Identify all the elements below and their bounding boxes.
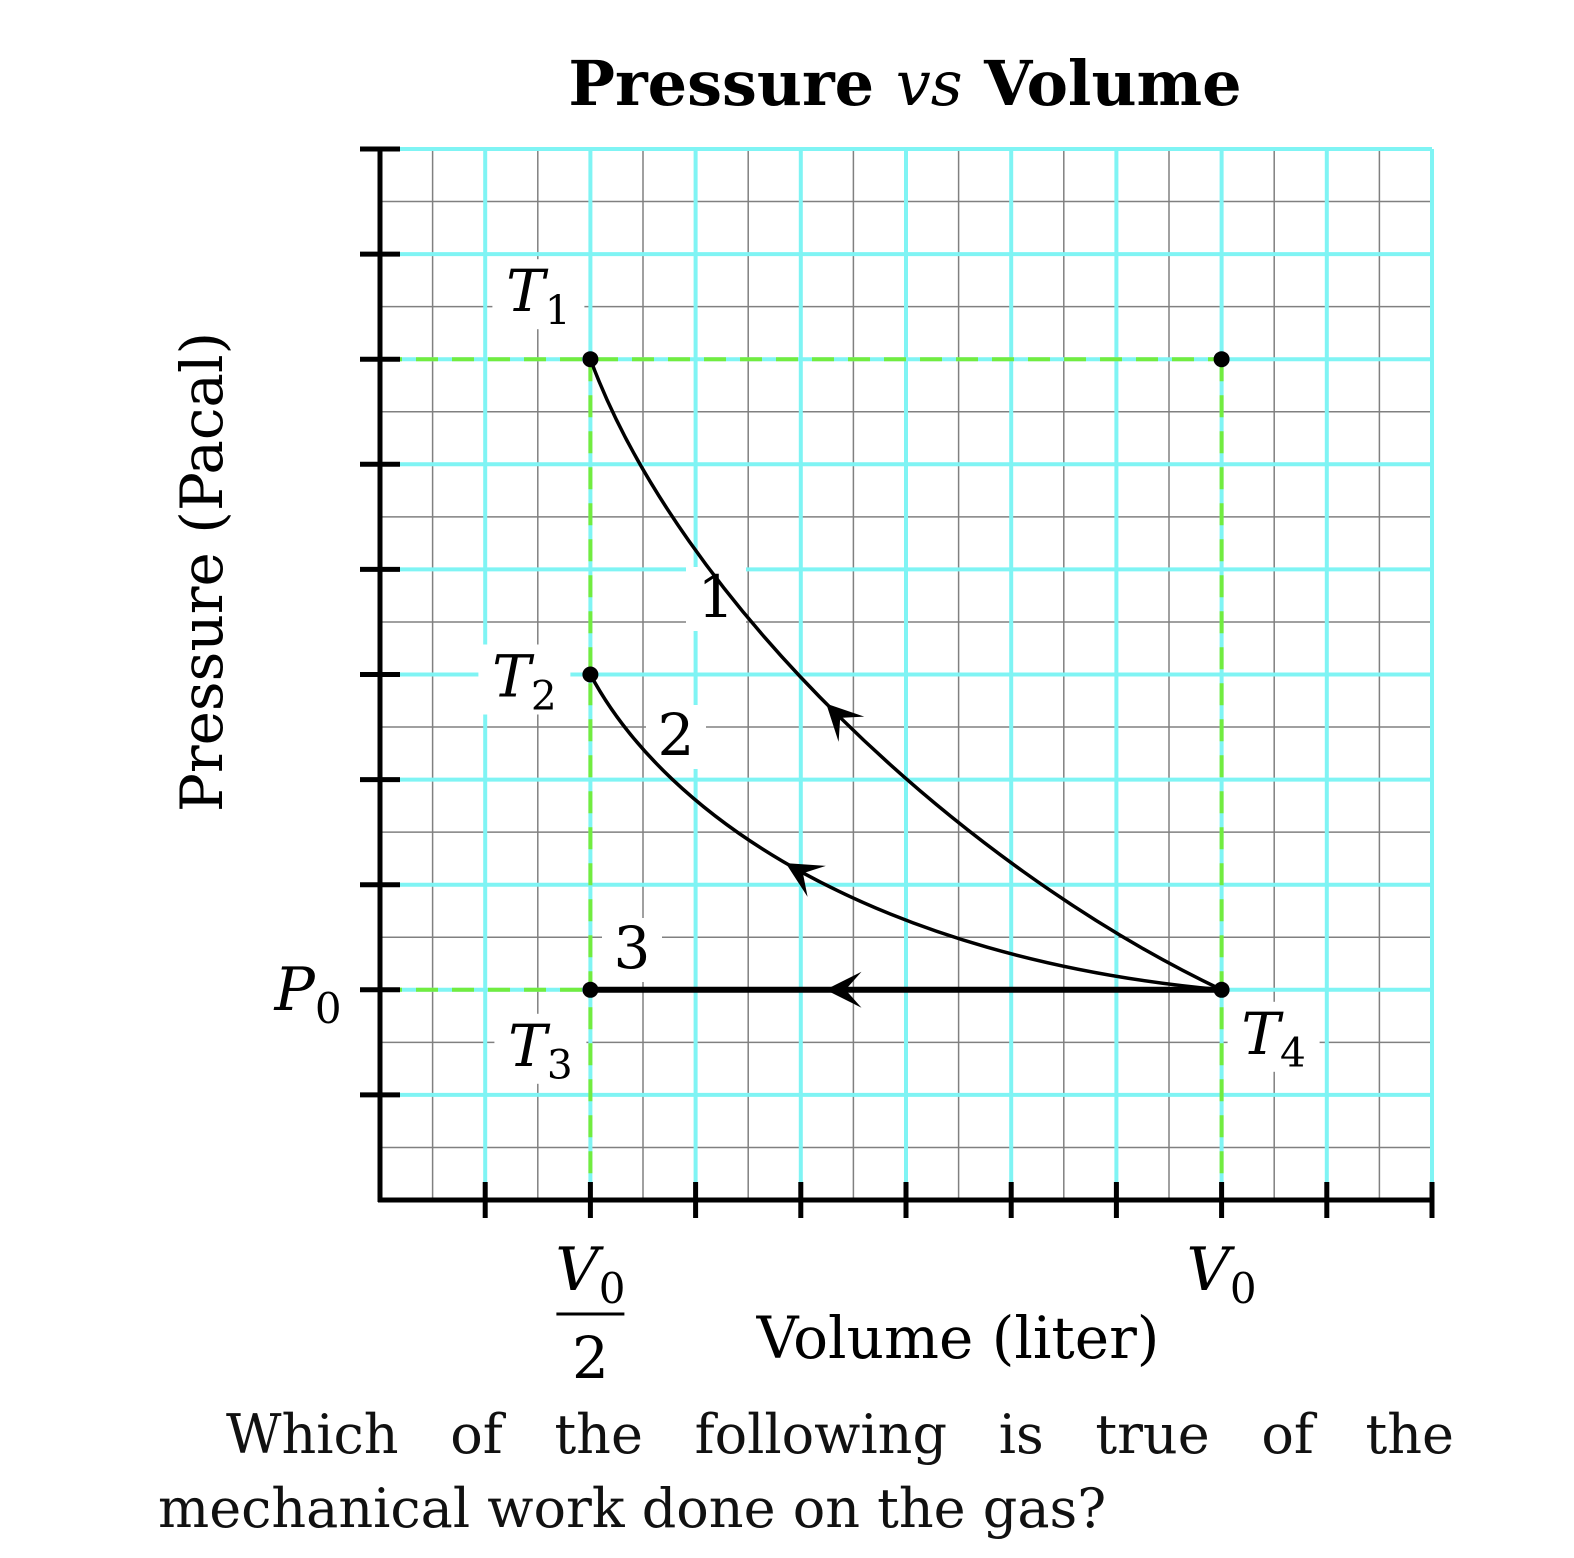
point-T4 bbox=[1213, 981, 1230, 998]
x-tick-label-0.2-main: V bbox=[555, 1235, 604, 1305]
process-paths bbox=[588, 358, 1223, 1008]
label-T1: T1 bbox=[506, 257, 571, 334]
chart-title-prefix: Pressure bbox=[568, 47, 874, 120]
y-axis-label: Pressure (Pacal) bbox=[168, 332, 236, 812]
x-tick-label-0.2: V0 bbox=[555, 1235, 625, 1313]
label-backgrounds bbox=[478, 259, 1320, 1084]
y-tick-label-0: P0 bbox=[273, 955, 341, 1033]
question-text: Which of the following is true of the me… bbox=[158, 1403, 1454, 1540]
label-bg-T3 bbox=[494, 1013, 587, 1084]
path-label-2: 2 bbox=[658, 701, 695, 769]
arrow-2 bbox=[785, 863, 826, 897]
label-T4-main: T bbox=[1241, 1000, 1284, 1068]
path-label-1: 1 bbox=[698, 563, 735, 631]
label-T3-sub: 3 bbox=[547, 1041, 573, 1089]
path-label-bg-3 bbox=[602, 918, 662, 982]
x-tick-label-0.8-main: V bbox=[1187, 1235, 1236, 1305]
label-T1-main: T bbox=[506, 257, 549, 325]
point-T2 bbox=[582, 666, 599, 683]
chart-title-middle: vs bbox=[896, 47, 963, 120]
label-bg-T2 bbox=[478, 644, 571, 715]
arrow-3 bbox=[825, 971, 862, 1008]
x-tick-label-0.8-sub: 0 bbox=[1230, 1264, 1257, 1313]
label-T4: T4 bbox=[1241, 1000, 1306, 1077]
label-T3: T3 bbox=[508, 1012, 573, 1089]
state-points bbox=[582, 351, 1230, 998]
label-T4-sub: 4 bbox=[1280, 1029, 1306, 1077]
label-T2: T2 bbox=[492, 643, 557, 720]
y-tick-label-0-sub: 0 bbox=[315, 984, 342, 1033]
label-T2-main: T bbox=[492, 643, 535, 711]
axes bbox=[360, 146, 1435, 1218]
point-T1 bbox=[582, 351, 599, 368]
x-tick-denominator: 2 bbox=[572, 1324, 609, 1392]
label-T2-sub: 2 bbox=[531, 671, 557, 719]
x-tick-label-0.2-sub: 0 bbox=[599, 1264, 626, 1313]
point-corner bbox=[1213, 351, 1230, 368]
dashed-guides bbox=[380, 357, 1224, 1200]
path-label-bg-2 bbox=[646, 705, 706, 769]
x-tick-label-0.8: V0 bbox=[1187, 1235, 1257, 1313]
x-axis-label: Volume (liter) bbox=[756, 1304, 1160, 1372]
chart-title-suffix: Volume bbox=[983, 47, 1241, 120]
label-T3-main: T bbox=[508, 1012, 551, 1080]
label-bg-T1 bbox=[492, 259, 585, 330]
label-T1-sub: 1 bbox=[545, 286, 571, 334]
path-2 bbox=[588, 673, 1222, 992]
chart-title: Pressure vs Volume bbox=[568, 47, 1241, 120]
label-bg-T4 bbox=[1227, 1001, 1320, 1072]
y-tick-label-0-main: P bbox=[273, 955, 316, 1025]
path-label-3: 3 bbox=[614, 914, 651, 982]
point-T3 bbox=[582, 981, 599, 998]
major-grid bbox=[380, 147, 1434, 1200]
arrow-1 bbox=[826, 703, 865, 742]
